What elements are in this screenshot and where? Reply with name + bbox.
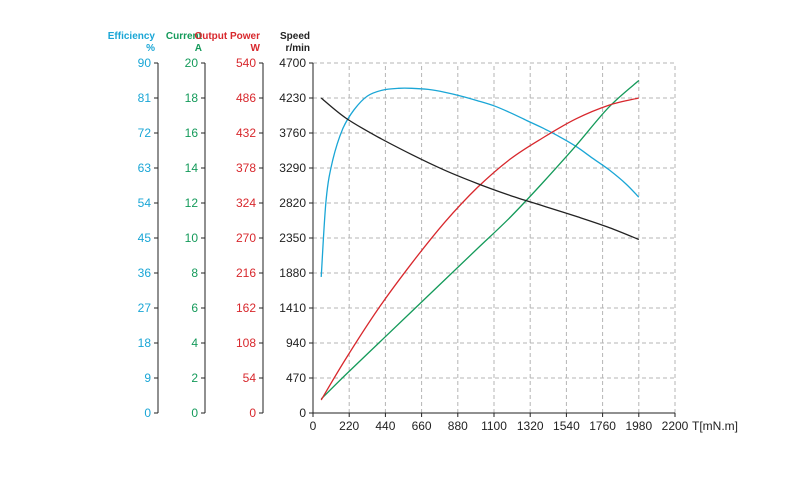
efficiency-tick-label: 72 (138, 126, 152, 140)
output_power-axis-title: Output Power (194, 31, 260, 42)
x-tick-label: 1540 (553, 419, 580, 433)
speed-tick-label: 940 (286, 336, 306, 350)
speed-tick-label: 1410 (279, 301, 306, 315)
current-axis-title: Current (166, 31, 203, 42)
speed-tick-label: 4700 (279, 56, 306, 70)
output_power-tick-label: 54 (243, 371, 257, 385)
current-curve (320, 80, 640, 400)
x-tick-label: 880 (448, 419, 468, 433)
efficiency-tick-label: 9 (144, 371, 151, 385)
output_power-tick-label: 0 (249, 406, 256, 420)
efficiency-tick-label: 63 (138, 161, 152, 175)
speed-curve (320, 97, 640, 241)
current-tick-label: 2 (191, 371, 198, 385)
current-tick-label: 12 (185, 196, 199, 210)
x-tick-label: 440 (375, 419, 395, 433)
output_power-tick-label: 324 (236, 196, 256, 210)
efficiency-tick-label: 0 (144, 406, 151, 420)
x-axis-label: T[mN.m] (692, 419, 738, 433)
x-tick-label: 220 (339, 419, 359, 433)
current-tick-label: 4 (191, 336, 198, 350)
output_power-tick-label: 432 (236, 126, 256, 140)
speed-tick-label: 3290 (279, 161, 306, 175)
x-tick-label: 660 (412, 419, 432, 433)
current-tick-label: 16 (185, 126, 199, 140)
efficiency-curve (320, 87, 640, 277)
current-tick-label: 0 (191, 406, 198, 420)
current-tick-label: 10 (185, 231, 199, 245)
output_power-tick-label: 486 (236, 91, 256, 105)
efficiency-tick-label: 18 (138, 336, 152, 350)
x-tick-label: 2200 (662, 419, 689, 433)
x-tick-label: 1980 (625, 419, 652, 433)
output_power-tick-label: 270 (236, 231, 256, 245)
speed-tick-label: 3760 (279, 126, 306, 140)
x-tick-label: 1100 (481, 419, 507, 433)
output_power-tick-label: 108 (236, 336, 256, 350)
output_power-tick-label: 162 (236, 301, 256, 315)
output_power-tick-label: 216 (236, 266, 256, 280)
speed-axis-title: Speed (280, 31, 310, 42)
current-tick-label: 6 (191, 301, 198, 315)
efficiency-tick-label: 45 (138, 231, 152, 245)
efficiency-axis-title: Efficiency (108, 31, 156, 42)
speed-tick-label: 1880 (279, 266, 306, 280)
output_power-curve (320, 97, 639, 401)
speed-tick-label: 2820 (279, 196, 306, 210)
axes: 0 9 18 27 36 45 54 63 72 81 90 Efficiency% 0 2 4 6 8 10 12… (108, 31, 738, 433)
speed-axis-unit: r/min (286, 43, 310, 54)
speed-tick-label: 470 (286, 371, 306, 385)
efficiency-tick-label: 54 (138, 196, 152, 210)
efficiency-axis-unit: % (146, 43, 155, 54)
x-tick-label: 1320 (517, 419, 544, 433)
series-lines (320, 80, 640, 401)
current-tick-label: 20 (185, 56, 199, 70)
efficiency-tick-label: 81 (138, 91, 152, 105)
x-tick-label: 1760 (589, 419, 616, 433)
output_power-tick-label: 540 (236, 56, 256, 70)
current-tick-label: 14 (185, 161, 199, 175)
current-tick-label: 8 (191, 266, 198, 280)
current-axis-unit: A (195, 43, 202, 54)
efficiency-tick-label: 36 (138, 266, 152, 280)
grid (313, 62, 676, 413)
speed-tick-label: 2350 (279, 231, 306, 245)
speed-tick-label: 0 (299, 406, 306, 420)
efficiency-tick-label: 90 (138, 56, 152, 70)
output_power-tick-label: 378 (236, 161, 256, 175)
efficiency-tick-label: 27 (138, 301, 152, 315)
speed-tick-label: 4230 (279, 91, 306, 105)
x-tick-label: 0 (310, 419, 317, 433)
output_power-axis-unit: W (251, 43, 261, 54)
current-tick-label: 18 (185, 91, 199, 105)
